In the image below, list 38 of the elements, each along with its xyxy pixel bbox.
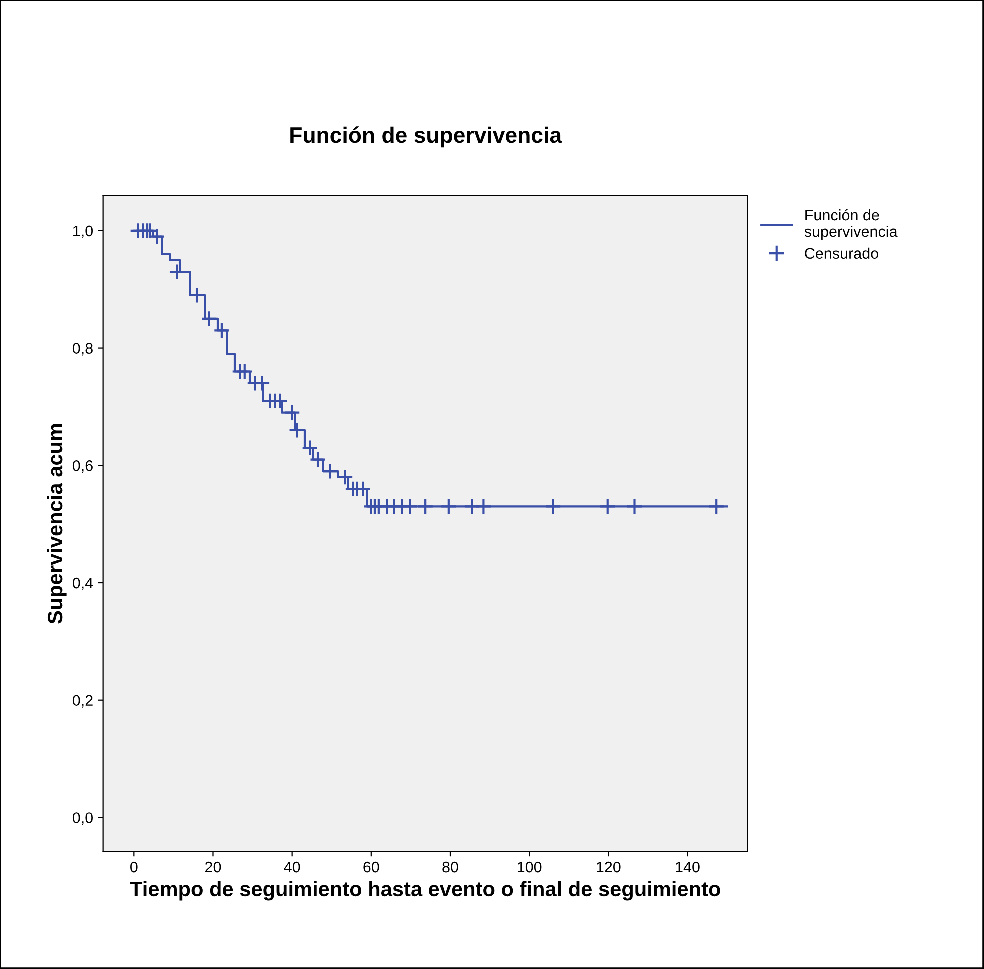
y-tick-label: 0,6 (72, 460, 93, 474)
point (284, 404, 301, 422)
x-tick-label: 0 (130, 862, 138, 873)
point (417, 498, 434, 516)
point (322, 463, 339, 480)
point (708, 498, 725, 516)
point (475, 498, 492, 516)
point (236, 363, 254, 380)
y-tick-label: 0,4 (72, 578, 94, 590)
y-tick-label: 1,0 (74, 226, 93, 238)
y-axis-title: Supervivencia acum (47, 424, 67, 624)
y-tick-label: 0,8 (72, 343, 93, 356)
point (214, 322, 230, 340)
y-tick-label: 0,0 (72, 812, 93, 826)
x-tick-label: 100 (518, 862, 542, 873)
point (200, 310, 218, 328)
x-tick-label: 60 (364, 862, 380, 873)
legend-label: Función de supervivencia (804, 209, 898, 240)
point (336, 469, 354, 486)
point (354, 480, 372, 498)
legend-label: Censurado (805, 248, 878, 260)
y-tick-label: 0,2 (72, 695, 93, 708)
chart-title: Función de supervivencia (290, 126, 562, 148)
x-tick-label: 20 (206, 862, 222, 873)
x-axis-title: Tiempo de seguimiento hasta evento o final de seguimiento (130, 881, 720, 901)
x-tick-label: 40 (284, 862, 300, 873)
x-tick-label: 80 (442, 862, 458, 873)
point (626, 498, 644, 516)
point (402, 498, 418, 516)
point (600, 498, 616, 516)
point (272, 392, 288, 410)
point (440, 498, 458, 516)
point (310, 451, 326, 468)
point (544, 498, 562, 516)
x-tick-label: 120 (597, 862, 621, 873)
x-tick-label: 140 (676, 862, 700, 873)
point (288, 422, 306, 439)
point (302, 440, 318, 456)
